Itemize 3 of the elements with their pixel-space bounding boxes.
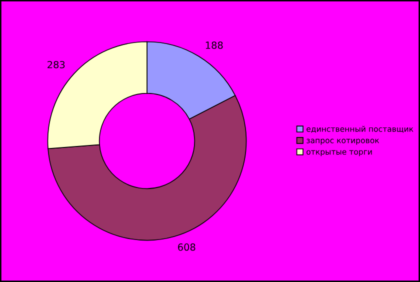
data-label: 188	[206, 42, 223, 49]
data-label: 283	[48, 60, 65, 68]
data-label: 608	[178, 243, 196, 251]
